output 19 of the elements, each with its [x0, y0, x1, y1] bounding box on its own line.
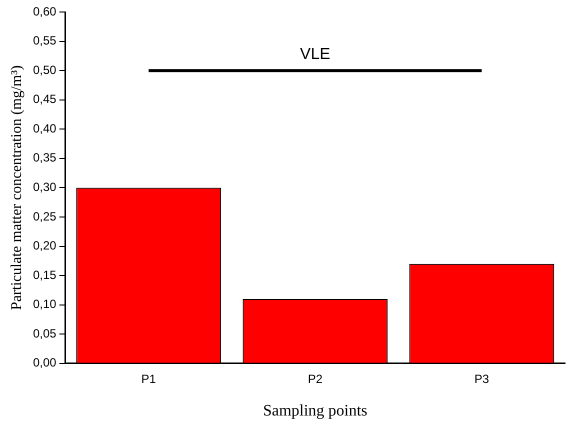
y-tick-label: 0,05 — [32, 326, 57, 340]
y-tick-label: 0,45 — [32, 92, 57, 106]
x-tick-label: P1 — [141, 372, 156, 386]
y-tick-label: 0,35 — [32, 150, 57, 165]
y-tick-label: 0,15 — [32, 268, 57, 282]
y-tick-label: 0,00 — [32, 356, 57, 370]
y-tick-label: 0,50 — [32, 62, 57, 77]
y-tick-label: 0,20 — [32, 238, 57, 253]
x-tick-label: P3 — [474, 372, 490, 386]
y-tick-label: 0,25 — [32, 209, 57, 224]
y-tick-label: 0,40 — [32, 121, 57, 136]
y-tick-label: 0,30 — [32, 180, 57, 194]
y-axis-title: Particulate matter concentration (mg/m³) — [8, 65, 25, 310]
ref-line-label: VLE — [300, 46, 330, 63]
y-tick-label: 0,55 — [32, 34, 57, 48]
y-tick-label: 0,60 — [32, 4, 57, 18]
y-tick-label: 0,10 — [32, 297, 57, 312]
x-tick-label: P2 — [308, 372, 323, 386]
x-axis-title: Sampling points — [262, 402, 368, 420]
